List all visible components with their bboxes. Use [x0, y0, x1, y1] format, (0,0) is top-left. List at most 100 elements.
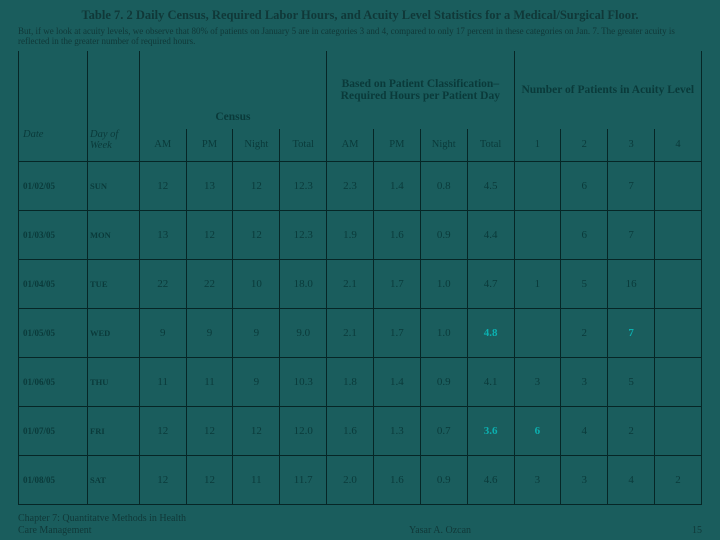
cell-required: 2.0	[327, 455, 374, 504]
cell-dow: MON	[88, 210, 140, 259]
cell-census: 11.7	[280, 455, 327, 504]
data-table: Census Based on Patient Classification– …	[18, 51, 702, 505]
table-row: 01/03/05MON13121212.31.91.60.94.467	[19, 210, 702, 259]
col-2: 2	[561, 129, 608, 162]
cell-census: 12	[139, 161, 186, 210]
cell-dow: TUE	[88, 259, 140, 308]
cell-required: 0.7	[420, 406, 467, 455]
cell-required: 1.0	[420, 259, 467, 308]
cell-date: 01/03/05	[19, 210, 88, 259]
cell-acuity: 5	[561, 259, 608, 308]
cell-acuity: 4	[608, 455, 655, 504]
cell-census: 11	[139, 357, 186, 406]
cell-census: 13	[139, 210, 186, 259]
cell-census: 10.3	[280, 357, 327, 406]
cell-dow: SUN	[88, 161, 140, 210]
cell-dow: FRI	[88, 406, 140, 455]
cell-date: 01/05/05	[19, 308, 88, 357]
cell-census: 18.0	[280, 259, 327, 308]
cell-census: 10	[233, 259, 280, 308]
col-3: 3	[608, 129, 655, 162]
col-pm2: PM	[373, 129, 420, 162]
cell-census: 11	[233, 455, 280, 504]
cell-date: 01/06/05	[19, 357, 88, 406]
cell-census: 9	[186, 308, 233, 357]
cell-required: 1.0	[420, 308, 467, 357]
cell-date: 01/02/05	[19, 161, 88, 210]
cell-acuity: 3	[514, 357, 561, 406]
cell-acuity: 3	[514, 455, 561, 504]
cell-acuity: 4	[561, 406, 608, 455]
cell-acuity: 7	[608, 161, 655, 210]
col-dow: Day of Week	[88, 129, 140, 162]
cell-required: 1.6	[373, 455, 420, 504]
cell-dow: THU	[88, 357, 140, 406]
cell-required: 2.1	[327, 259, 374, 308]
footer-center: Yasar A. Ozcan	[409, 525, 471, 536]
cell-census: 9	[139, 308, 186, 357]
cell-required: 4.8	[467, 308, 514, 357]
cell-required: 1.3	[373, 406, 420, 455]
cell-required: 2.1	[327, 308, 374, 357]
table-row: 01/07/05FRI12121212.01.61.30.73.6642	[19, 406, 702, 455]
cell-date: 01/08/05	[19, 455, 88, 504]
cell-required: 4.6	[467, 455, 514, 504]
cell-census: 9	[233, 357, 280, 406]
col-total: Total	[280, 129, 327, 162]
cell-census: 22	[186, 259, 233, 308]
col-1: 1	[514, 129, 561, 162]
cell-required: 4.5	[467, 161, 514, 210]
cell-date: 01/04/05	[19, 259, 88, 308]
col-night: Night	[233, 129, 280, 162]
footer: Chapter 7: Quantitatve Methods in Health…	[18, 513, 702, 536]
col-date: Date	[19, 129, 88, 162]
cell-census: 12	[233, 210, 280, 259]
cell-census: 12	[186, 455, 233, 504]
cell-acuity	[655, 210, 702, 259]
cell-acuity: 1	[514, 259, 561, 308]
cell-census: 12	[233, 161, 280, 210]
col-4: 4	[655, 129, 702, 162]
cell-acuity: 2	[655, 455, 702, 504]
cell-acuity: 6	[561, 210, 608, 259]
cell-census: 12	[233, 406, 280, 455]
cell-required: 4.7	[467, 259, 514, 308]
col-pm: PM	[186, 129, 233, 162]
cell-acuity	[655, 406, 702, 455]
col-total2: Total	[467, 129, 514, 162]
cell-census: 12.3	[280, 210, 327, 259]
cell-required: 1.6	[327, 406, 374, 455]
table-row: 01/02/05SUN12131212.32.31.40.84.567	[19, 161, 702, 210]
cell-required: 2.3	[327, 161, 374, 210]
table-row: 01/04/05TUE22221018.02.11.71.04.71516	[19, 259, 702, 308]
cell-acuity: 3	[561, 357, 608, 406]
cell-required: 1.6	[373, 210, 420, 259]
cell-acuity: 6	[561, 161, 608, 210]
cell-census: 13	[186, 161, 233, 210]
cell-required: 4.4	[467, 210, 514, 259]
cell-required: 1.7	[373, 259, 420, 308]
cell-acuity: 2	[608, 406, 655, 455]
cell-required: 3.6	[467, 406, 514, 455]
footer-left: Chapter 7: Quantitatve Methods in Health…	[18, 513, 188, 536]
cell-acuity: 5	[608, 357, 655, 406]
cell-required: 4.1	[467, 357, 514, 406]
cell-census: 12	[139, 455, 186, 504]
cell-acuity: 2	[561, 308, 608, 357]
cell-acuity: 16	[608, 259, 655, 308]
cell-census: 12.3	[280, 161, 327, 210]
cell-census: 11	[186, 357, 233, 406]
table-row: 01/08/05SAT12121111.72.01.60.94.63342	[19, 455, 702, 504]
col-am: AM	[139, 129, 186, 162]
cell-census: 12	[186, 406, 233, 455]
cell-dow: WED	[88, 308, 140, 357]
cell-acuity	[514, 161, 561, 210]
group-acuity: Number of Patients in Acuity Level	[514, 51, 701, 129]
col-am2: AM	[327, 129, 374, 162]
cell-required: 1.4	[373, 357, 420, 406]
cell-census: 22	[139, 259, 186, 308]
table-row: 01/06/05THU1111910.31.81.40.94.1335	[19, 357, 702, 406]
cell-dow: SAT	[88, 455, 140, 504]
cell-required: 1.7	[373, 308, 420, 357]
cell-required: 0.9	[420, 210, 467, 259]
